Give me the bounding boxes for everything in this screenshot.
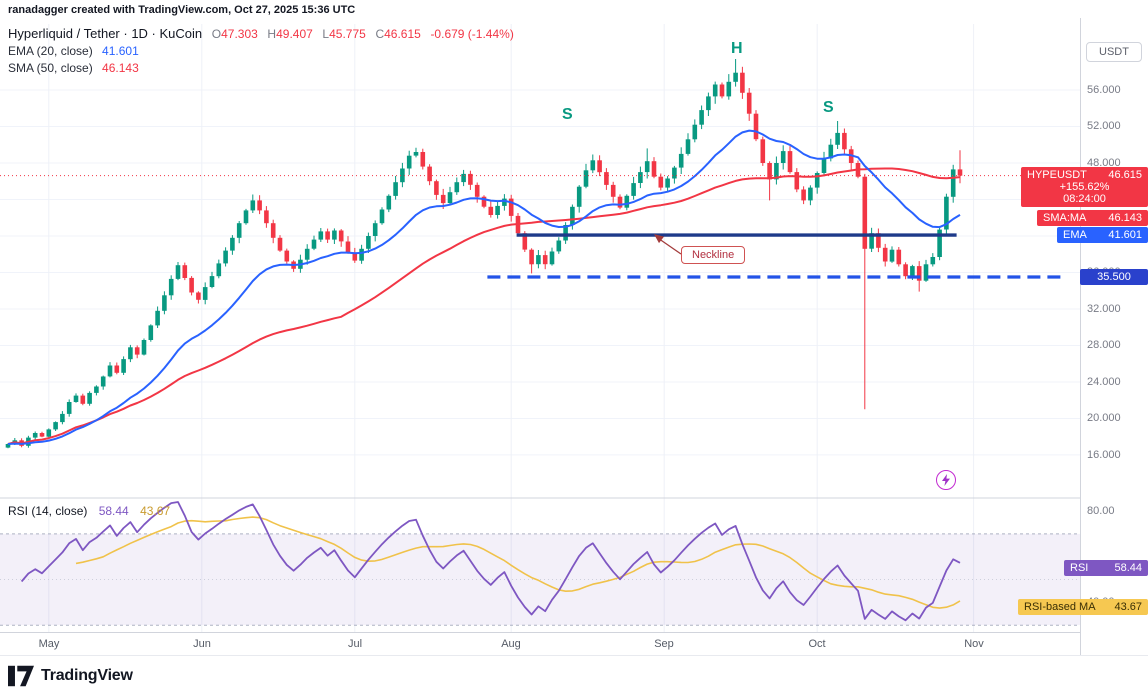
- ema-badge-value: 41.601: [1108, 229, 1142, 241]
- right-shoulder-label: S: [823, 99, 834, 116]
- open-label: O: [211, 27, 222, 41]
- time-axis[interactable]: May Jun Jul Aug Sep Oct Nov: [0, 632, 1148, 655]
- low-label: L: [322, 27, 330, 41]
- rsi-ma-value: 43.67: [140, 504, 171, 518]
- price-tick-label: 16.000: [1087, 449, 1121, 461]
- sma-axis-badge: SMA:MA 46.143: [1037, 210, 1148, 226]
- symbol-title: Hyperliquid / Tether · 1D · KuCoin: [8, 26, 203, 41]
- bar-countdown: 08:24:00: [1063, 193, 1106, 205]
- change-value: -0.679 (-1.44%): [430, 27, 514, 41]
- left-shoulder-label: S: [562, 106, 573, 123]
- neckline-callout: Neckline: [681, 246, 746, 264]
- tradingview-brand: TradingView: [41, 667, 133, 684]
- price-tick-label: 56.000: [1087, 84, 1121, 96]
- month-label-nov: Nov: [964, 638, 984, 650]
- rsi-badge-value: 58.44: [1114, 562, 1142, 574]
- sma-badge-value: 46.143: [1108, 212, 1142, 224]
- last-price-change-pct: +155.62%: [1059, 181, 1110, 193]
- ema-legend-row: EMA (20, close) 41.601: [8, 44, 514, 58]
- price-tick-label: 20.000: [1087, 412, 1121, 424]
- high-value: 49.407: [276, 27, 313, 41]
- last-price-value: 46.615: [1108, 169, 1142, 181]
- rsi-ma-badge-label: RSI-based MA: [1024, 601, 1096, 613]
- last-price-symbol: HYPEUSDT: [1027, 169, 1087, 181]
- symbol-legend: Hyperliquid / Tether · 1D · KuCoin O47.3…: [8, 26, 514, 75]
- month-label-aug: Aug: [501, 638, 521, 650]
- sma-label: SMA (50, close): [8, 61, 93, 75]
- rsi-ma-axis-badge: RSI-based MA 43.67: [1018, 599, 1148, 615]
- ema-axis-badge: EMA 41.601: [1057, 227, 1148, 243]
- close-label: C: [375, 27, 385, 41]
- symbol-title-row: Hyperliquid / Tether · 1D · KuCoin O47.3…: [8, 26, 514, 41]
- ema-badge-label: EMA: [1063, 229, 1087, 241]
- high-label: H: [267, 27, 277, 41]
- footer-bar: TradingView: [0, 655, 1148, 698]
- rsi-ma-badge-value: 43.67: [1114, 601, 1142, 613]
- support-level-badge: 35.500: [1080, 269, 1148, 285]
- open-value: 47.303: [221, 27, 258, 41]
- rsi-legend: RSI (14, close) 58.44 43.67: [8, 504, 170, 518]
- ema-value: 41.601: [102, 44, 139, 58]
- month-label-jun: Jun: [193, 638, 211, 650]
- close-value: 46.615: [384, 27, 421, 41]
- rsi-value: 58.44: [98, 504, 129, 518]
- month-label-jul: Jul: [347, 638, 363, 650]
- credit-bar: ranadagger created with TradingView.com,…: [8, 4, 356, 16]
- sma-legend-row: SMA (50, close) 46.143: [8, 61, 514, 75]
- ema-label: EMA (20, close): [8, 44, 93, 58]
- price-tick-label: 24.000: [1087, 376, 1121, 388]
- low-value: 45.775: [329, 27, 366, 41]
- rsi-title: RSI (14, close): [8, 504, 88, 518]
- chart-area[interactable]: Hyperliquid / Tether · 1D · KuCoin O47.3…: [0, 18, 1148, 655]
- tradingview-logo-icon: [8, 665, 34, 687]
- sma-badge-label: SMA:MA: [1043, 212, 1087, 224]
- flash-marker-button[interactable]: [936, 470, 956, 490]
- last-price-badge: HYPEUSDT 46.615 +155.62% 08:24:00: [1021, 167, 1148, 207]
- rsi-axis-badge: RSI 58.44: [1064, 560, 1148, 576]
- rsi-tick-label: 80.00: [1087, 505, 1115, 517]
- price-tick-label: 32.000: [1087, 303, 1121, 315]
- lightning-icon: [942, 474, 950, 486]
- sma-value: 46.143: [102, 61, 139, 75]
- price-tick-label: 52.000: [1087, 120, 1121, 132]
- rsi-badge-label: RSI: [1070, 562, 1089, 574]
- month-label-sep: Sep: [654, 638, 674, 650]
- price-tick-label: 48.000: [1087, 157, 1121, 169]
- candlestick-chart-canvas[interactable]: [0, 18, 1080, 655]
- currency-toggle[interactable]: USDT: [1086, 42, 1142, 62]
- month-label-may: May: [38, 638, 60, 650]
- head-label: H: [731, 40, 743, 57]
- month-label-oct: Oct: [808, 638, 826, 650]
- price-tick-label: 28.000: [1087, 339, 1121, 351]
